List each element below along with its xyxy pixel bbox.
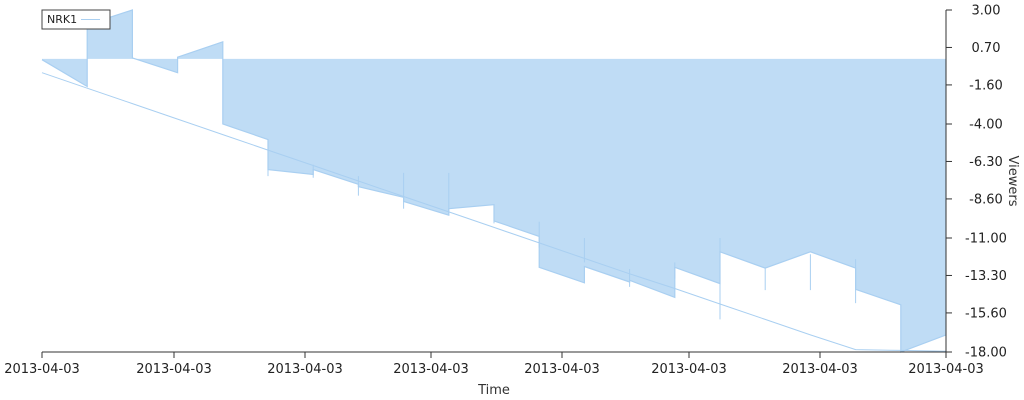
x-tick-label-0: 2013-04-03 xyxy=(4,362,80,377)
plot-area xyxy=(41,9,947,353)
x-tick-label-4: 2013-04-03 xyxy=(524,362,600,377)
y-tick-label-7: -13.30 xyxy=(965,269,1007,284)
legend-label: NRK1 xyxy=(47,13,77,26)
x-tick-label-6: 2013-04-03 xyxy=(782,362,858,377)
y-tick-label-8: -15.60 xyxy=(965,306,1007,321)
x-tick-label-2: 2013-04-03 xyxy=(267,362,343,377)
x-tick-label-1: 2013-04-03 xyxy=(136,362,212,377)
y-tick-label-4: -6.30 xyxy=(969,155,1003,170)
y-tick-label-2: -1.60 xyxy=(969,78,1003,93)
y-axis-title: Viewers xyxy=(1005,156,1020,207)
y-tick-label-6: -11.00 xyxy=(965,232,1007,247)
series-lower-line-nrk1 xyxy=(41,72,947,352)
x-tick-label-7: 2013-04-03 xyxy=(908,362,984,377)
series-line-nrk1 xyxy=(41,9,947,353)
y-tick-label-0: 3.00 xyxy=(972,4,1001,19)
y-axis: 3.00 0.70 -1.60 -4.00 -6.30 -8.60 -11.00 -13.30… xyxy=(945,4,1007,361)
legend-box xyxy=(41,9,111,30)
x-axis-title: Time xyxy=(477,383,510,398)
legend: NRK1 xyxy=(41,9,111,30)
y-tick-label-1: 0.70 xyxy=(972,41,1001,56)
x-tick-label-3: 2013-04-03 xyxy=(393,362,469,377)
x-axis: 2013-04-03 2013-04-03 2013-04-03 2013-04-03… xyxy=(4,351,984,377)
y-tick-label-5: -8.60 xyxy=(969,192,1003,207)
x-tick-label-5: 2013-04-03 xyxy=(651,362,727,377)
y-tick-label-9: -18.00 xyxy=(965,346,1007,361)
y-tick-label-3: -4.00 xyxy=(969,118,1003,133)
